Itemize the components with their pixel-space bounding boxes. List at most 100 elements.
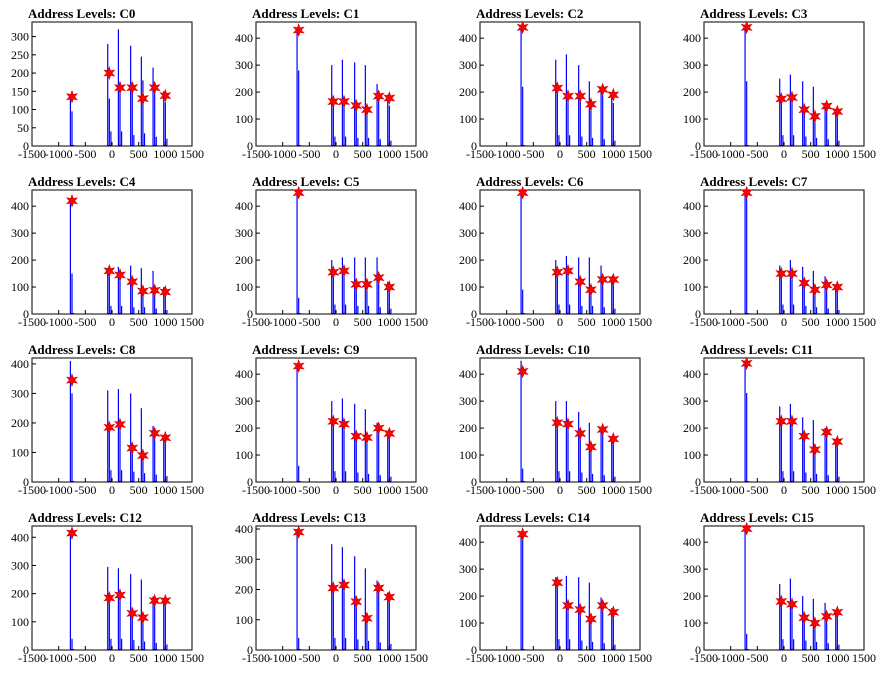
y-tick-label: 200 xyxy=(683,421,701,435)
peak-marker xyxy=(775,266,788,281)
plot-frame xyxy=(703,189,865,315)
x-tick-label: -1500 xyxy=(242,651,270,665)
peak-marker xyxy=(126,274,139,289)
peak-marker xyxy=(372,89,385,104)
peak-marker xyxy=(327,265,340,280)
plot-frame xyxy=(255,21,417,147)
x-tick-label: 500 xyxy=(130,315,148,329)
x-tick-label: -1500 xyxy=(466,147,494,161)
y-tick-label: 200 xyxy=(11,253,29,267)
x-tick-label: 500 xyxy=(802,147,820,161)
y-tick-label: 0 xyxy=(247,643,253,657)
x-tick-label: -1500 xyxy=(18,483,46,497)
x-tick-label: 1500 xyxy=(628,651,652,665)
y-tick-label: 0 xyxy=(695,643,701,657)
x-tick-label: 1000 xyxy=(601,651,625,665)
peak-marker xyxy=(103,420,116,435)
peak-marker xyxy=(808,442,821,457)
y-tick-label: 300 xyxy=(683,562,701,576)
peak-marker xyxy=(148,283,161,298)
y-tick-label: 150 xyxy=(11,84,29,98)
peak-marker xyxy=(66,373,78,388)
peak-marker xyxy=(136,91,149,106)
peak-marker xyxy=(798,102,811,117)
x-tick-label: -1000 xyxy=(45,483,73,497)
plot-c8: Address Levels: C8 0 100 200 300 400 -1500-100… xyxy=(11,342,204,497)
x-tick-label: -1000 xyxy=(717,147,745,161)
x-tick-label: -1500 xyxy=(690,651,718,665)
peak-marker xyxy=(516,527,529,542)
peak-marker xyxy=(574,602,587,617)
peak-marker xyxy=(820,99,833,114)
peak-marker xyxy=(574,274,587,289)
x-tick-label: 0 xyxy=(333,315,339,329)
peak-marker xyxy=(136,610,149,625)
x-tick-label: -500 xyxy=(74,483,96,497)
plot-c9: Address Levels: C9 0 100 200 300 400 -1500-100… xyxy=(235,342,428,497)
x-tick-label: 500 xyxy=(130,483,148,497)
x-tick-label: 1000 xyxy=(601,483,625,497)
y-tick-label: 0 xyxy=(247,475,253,489)
x-tick-label: -1500 xyxy=(18,147,46,161)
peak-marker xyxy=(114,267,126,282)
peak-marker xyxy=(551,81,564,95)
peak-marker xyxy=(114,80,126,95)
peak-marker xyxy=(159,88,172,103)
x-tick-label: -1000 xyxy=(493,651,521,665)
peak-marker xyxy=(516,20,529,35)
y-tick-label: 200 xyxy=(459,253,477,267)
y-tick-label: 400 xyxy=(683,535,701,549)
y-tick-label: 200 xyxy=(235,85,253,99)
x-tick-label: -1500 xyxy=(242,483,270,497)
peak-marker xyxy=(831,605,844,620)
peak-marker xyxy=(383,426,396,441)
x-tick-label: 1500 xyxy=(852,315,876,329)
x-tick-label: 1000 xyxy=(377,147,401,161)
panel-c8: Address Levels: C8 0 100 200 300 400 -1500 -100… xyxy=(0,336,224,504)
peak-marker xyxy=(820,609,833,624)
x-tick-label: 1000 xyxy=(825,651,849,665)
y-tick-label: 0 xyxy=(23,643,29,657)
x-tick-label: 1500 xyxy=(180,315,204,329)
peak-marker xyxy=(338,263,350,278)
peak-marker xyxy=(360,102,373,117)
peak-marker xyxy=(562,89,574,104)
y-tick-label: 200 xyxy=(683,253,701,267)
y-tick-label: 300 xyxy=(459,394,477,408)
plot-c6: Address Levels: C6 0 100 200 300 400 -1500-100… xyxy=(459,174,652,329)
x-tick-label: 0 xyxy=(109,147,115,161)
x-tick-label: -500 xyxy=(298,651,320,665)
peak-marker xyxy=(292,23,305,38)
y-tick-label: 200 xyxy=(459,421,477,435)
plot-c1: Address Levels: C1 0 100 200 300 400 -1500-100… xyxy=(235,6,428,161)
chart-title: Address Levels: C5 xyxy=(252,174,360,189)
peak-marker xyxy=(114,417,126,432)
y-tick-label: 200 xyxy=(683,589,701,603)
plot-frame xyxy=(479,21,641,147)
x-tick-label: -500 xyxy=(298,483,320,497)
x-tick-label: 500 xyxy=(578,147,596,161)
x-tick-label: 0 xyxy=(557,315,563,329)
peak-marker xyxy=(786,597,798,612)
peak-marker xyxy=(740,521,753,536)
y-tick-label: 300 xyxy=(235,58,253,72)
peak-marker xyxy=(551,415,564,430)
chart-title: Address Levels: C3 xyxy=(700,6,808,21)
peak-marker xyxy=(126,441,139,455)
x-tick-label: -1500 xyxy=(242,147,270,161)
peak-marker xyxy=(820,425,833,440)
y-tick-label: 50 xyxy=(17,121,29,135)
x-tick-label: 1500 xyxy=(852,147,876,161)
chart-title: Address Levels: C7 xyxy=(700,174,808,189)
panel-c11: Address Levels: C11 0 100 200 300 400 -1500 -10… xyxy=(672,336,896,504)
plot-c2: Address Levels: C2 0 100 200 300 400 -1500-100… xyxy=(459,6,652,161)
panel-c6: Address Levels: C6 0 100 200 300 400 -1500 -100… xyxy=(448,168,672,336)
peak-marker xyxy=(327,94,340,109)
y-tick-label: 400 xyxy=(235,522,253,536)
y-tick-label: 400 xyxy=(235,367,253,381)
y-tick-label: 100 xyxy=(459,448,477,462)
x-tick-label: -500 xyxy=(746,315,768,329)
plot-c7: Address Levels: C7 0 100 200 300 400 -1500-100… xyxy=(683,174,876,329)
x-tick-label: 500 xyxy=(354,315,372,329)
chart-title: Address Levels: C6 xyxy=(476,174,584,189)
